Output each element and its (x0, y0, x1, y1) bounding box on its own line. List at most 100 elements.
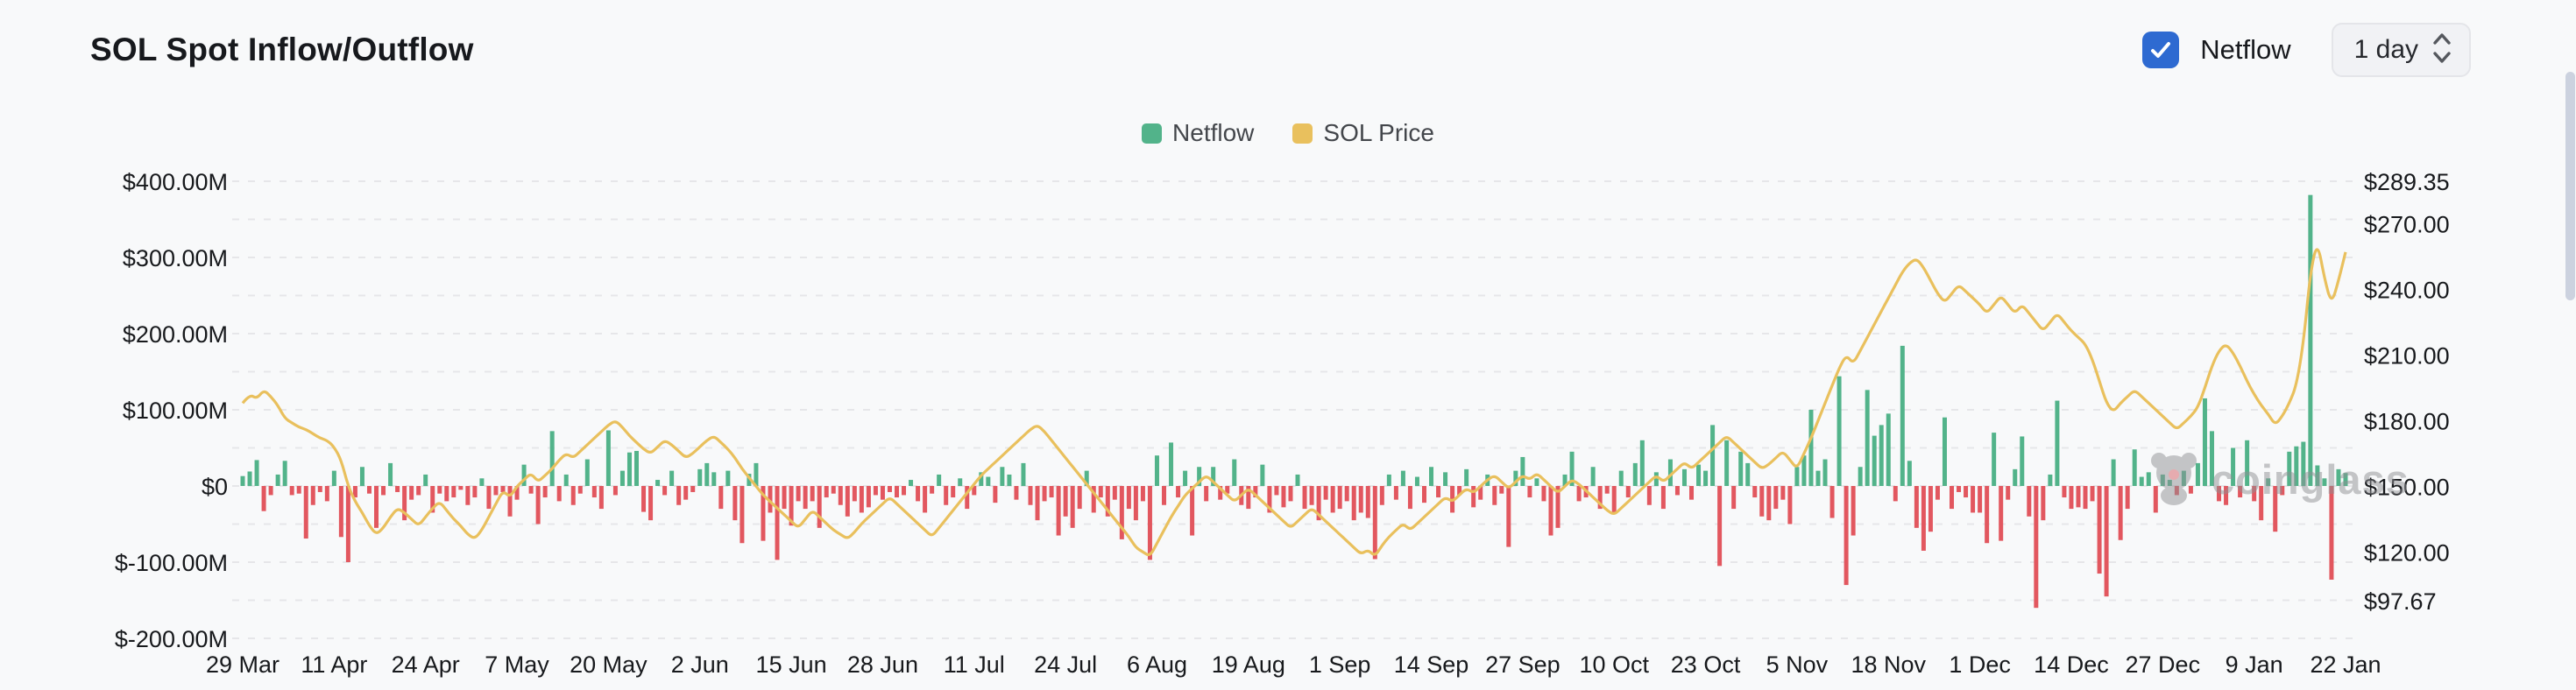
netflow-bar[interactable] (2252, 486, 2257, 502)
netflow-bar[interactable] (402, 486, 407, 521)
netflow-bar[interactable] (1070, 486, 1075, 528)
netflow-bar[interactable] (1999, 486, 2004, 541)
netflow-bar[interactable] (1971, 486, 1976, 513)
netflow-bar[interactable] (1935, 486, 1940, 500)
netflow-bar[interactable] (824, 486, 829, 498)
netflow-bar[interactable] (2139, 476, 2144, 486)
netflow-bar[interactable] (570, 486, 576, 505)
netflow-bar[interactable] (528, 486, 534, 494)
netflow-bar[interactable] (1942, 417, 1947, 486)
netflow-bar[interactable] (768, 486, 773, 513)
netflow-bar[interactable] (409, 486, 414, 500)
netflow-bar[interactable] (2118, 486, 2123, 540)
netflow-bar[interactable] (1436, 486, 1441, 498)
netflow-bar[interactable] (1288, 486, 1293, 502)
netflow-bar[interactable] (303, 486, 308, 539)
netflow-bar[interactable] (2280, 486, 2285, 496)
netflow-bar[interactable] (1900, 345, 1905, 486)
netflow-bar[interactable] (2224, 486, 2229, 505)
netflow-bar[interactable] (1520, 456, 1525, 486)
netflow-bar[interactable] (655, 480, 661, 486)
netflow-checkbox[interactable] (2142, 32, 2180, 68)
netflow-bar[interactable] (1372, 486, 1377, 560)
netflow-bar[interactable] (310, 486, 315, 505)
netflow-bar[interactable] (1063, 486, 1068, 517)
netflow-bar[interactable] (633, 450, 639, 486)
netflow-bar[interactable] (648, 486, 654, 521)
netflow-bar[interactable] (2076, 486, 2081, 508)
netflow-bar[interactable] (979, 472, 984, 486)
netflow-bar[interactable] (1021, 462, 1026, 486)
netflow-bar[interactable] (747, 474, 752, 486)
netflow-bar[interactable] (951, 486, 956, 498)
netflow-bar[interactable] (1414, 476, 1419, 486)
legend-item-netflow[interactable]: Netflow (1142, 119, 1254, 147)
netflow-bar[interactable] (2329, 486, 2334, 581)
netflow-bar[interactable] (1872, 435, 1877, 486)
netflow-bar[interactable] (902, 486, 907, 496)
sol-price-line[interactable] (241, 248, 2347, 557)
netflow-bar[interactable] (993, 486, 998, 503)
netflow-bar[interactable] (1042, 486, 1047, 502)
netflow-bar[interactable] (1928, 486, 1933, 532)
netflow-bar[interactable] (317, 486, 322, 492)
legend-item-sol-price[interactable]: SOL Price (1292, 119, 1434, 147)
netflow-bar[interactable] (697, 468, 703, 486)
netflow-bar[interactable] (1204, 486, 1209, 502)
netflow-bar[interactable] (1653, 472, 1659, 486)
netflow-bar[interactable] (803, 486, 808, 510)
netflow-bar[interactable] (1316, 486, 1321, 521)
netflow-bar[interactable] (909, 480, 914, 486)
netflow-bar[interactable] (324, 486, 329, 502)
netflow-bar[interactable] (1176, 486, 1181, 498)
netflow-bar[interactable] (725, 470, 731, 486)
netflow-bar[interactable] (493, 486, 499, 496)
netflow-bar[interactable] (1169, 442, 1174, 486)
netflow-bar[interactable] (1190, 486, 1195, 536)
netflow-bar[interactable] (845, 486, 850, 517)
netflow-bar[interactable] (1183, 470, 1188, 486)
netflow-bar[interactable] (1907, 461, 1912, 486)
netflow-bar[interactable] (2209, 431, 2214, 486)
netflow-bar[interactable] (1407, 486, 1412, 510)
netflow-bar[interactable] (345, 486, 350, 562)
netflow-bar[interactable] (1457, 486, 1462, 496)
netflow-bar[interactable] (1007, 474, 1012, 486)
netflow-bar[interactable] (2195, 462, 2200, 486)
netflow-bar[interactable] (577, 486, 583, 494)
netflow-bar[interactable] (1548, 486, 1553, 536)
netflow-bar[interactable] (598, 486, 604, 510)
netflow-bar[interactable] (761, 486, 766, 541)
netflow-bar[interactable] (500, 486, 506, 492)
netflow-bar[interactable] (873, 486, 878, 496)
netflow-bar[interactable] (718, 486, 724, 510)
netflow-bar[interactable] (916, 486, 921, 502)
netflow-bar[interactable] (789, 486, 794, 526)
netflow-bar[interactable] (2238, 486, 2243, 498)
netflow-bar[interactable] (1534, 478, 1539, 486)
netflow-bar[interactable] (1985, 486, 1990, 544)
netflow-bar[interactable] (352, 486, 357, 498)
netflow-bar[interactable] (275, 474, 280, 486)
netflow-bar[interactable] (2034, 486, 2039, 609)
netflow-bar[interactable] (1119, 486, 1124, 539)
netflow-bar[interactable] (254, 460, 259, 486)
netflow-bar[interactable] (2174, 486, 2179, 496)
netflow-bar[interactable] (1218, 486, 1223, 500)
netflow-bar[interactable] (1105, 486, 1110, 517)
netflow-bar[interactable] (2090, 486, 2095, 502)
netflow-bar[interactable] (1365, 486, 1370, 518)
netflow-bar[interactable] (1211, 467, 1216, 486)
netflow-bar[interactable] (1225, 486, 1230, 494)
netflow-bar[interactable] (1323, 486, 1328, 500)
netflow-bar[interactable] (894, 486, 899, 498)
netflow-bar[interactable] (1028, 486, 1033, 505)
netflow-bar[interactable] (1035, 486, 1040, 521)
netflow-bar[interactable] (388, 462, 393, 486)
netflow-bar[interactable] (796, 486, 801, 502)
netflow-bar[interactable] (1851, 486, 1856, 536)
netflow-bar[interactable] (641, 486, 647, 512)
netflow-bar[interactable] (669, 470, 675, 486)
netflow-bar[interactable] (1957, 486, 1962, 492)
